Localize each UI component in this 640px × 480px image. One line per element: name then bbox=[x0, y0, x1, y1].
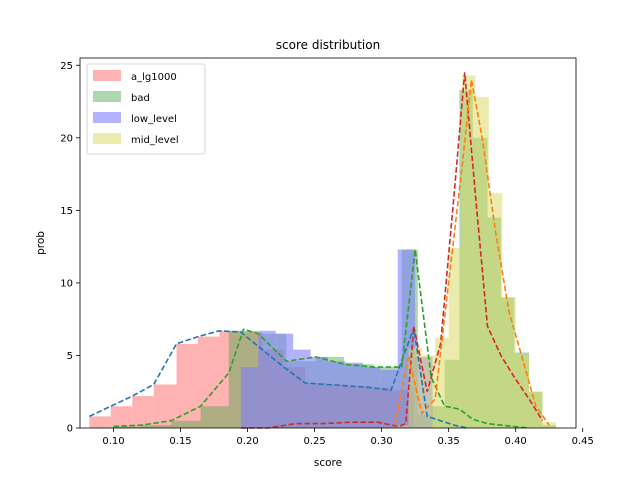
y-axis: 0 5 10 15 20 25 bbox=[60, 61, 80, 435]
bar-a_lg1000-2 bbox=[132, 396, 154, 428]
bar-low_level-1 bbox=[258, 330, 276, 428]
bar-a_lg1000-4 bbox=[176, 343, 198, 428]
y-tick-label-2: 10 bbox=[60, 278, 73, 289]
bar-bad-3 bbox=[200, 406, 229, 428]
x-tick-label-0: 0.10 bbox=[102, 436, 124, 447]
bar-low_level-8 bbox=[380, 369, 398, 428]
x-tick-label-5: 0.35 bbox=[438, 436, 460, 447]
bar-low_level-3 bbox=[293, 349, 311, 428]
legend-label-bad: bad bbox=[131, 93, 150, 104]
bar-mid_level-0 bbox=[395, 425, 409, 428]
x-tick-label-2: 0.20 bbox=[236, 436, 258, 447]
chart-title: score distribution bbox=[276, 38, 380, 52]
legend-box bbox=[86, 63, 206, 155]
legend-label-mid_level: mid_level bbox=[131, 135, 179, 146]
bar-a_lg1000-3 bbox=[153, 384, 177, 428]
legend-swatch-bad bbox=[93, 91, 121, 102]
bar-mid_level-8 bbox=[502, 297, 516, 428]
axes-frame bbox=[79, 57, 577, 429]
y-tick-label-0: 0 bbox=[67, 424, 73, 435]
legend-swatch-mid_level bbox=[93, 133, 121, 144]
density-curve-1 bbox=[113, 249, 530, 429]
bar-low_level-4 bbox=[310, 356, 328, 428]
x-tick-label-7: 0.45 bbox=[572, 436, 594, 447]
bar-a_lg1000-1 bbox=[110, 406, 133, 428]
x-axis: 0.10 0.15 0.20 0.25 0.30 0.35 0.40 0.45 bbox=[102, 428, 594, 447]
bar-mid_level-4 bbox=[448, 248, 463, 428]
legend-swatch-low_level bbox=[93, 112, 121, 123]
y-axis-label: prob bbox=[35, 231, 47, 255]
y-tick-label-3: 15 bbox=[60, 206, 73, 217]
y-tick-label-5: 25 bbox=[60, 61, 73, 72]
bar-mid_level-7 bbox=[488, 192, 503, 428]
bar-low_level-0 bbox=[240, 367, 259, 428]
bar-mid_level-9 bbox=[515, 355, 530, 428]
bar-bad-2 bbox=[171, 420, 201, 428]
density-curve-3 bbox=[394, 79, 550, 426]
bar-bad-1 bbox=[141, 425, 172, 428]
legend-label-low_level: low_level bbox=[131, 114, 177, 125]
y-tick-label-4: 20 bbox=[60, 133, 73, 144]
bar-a_lg1000-5 bbox=[197, 336, 220, 428]
x-tick-label-6: 0.40 bbox=[505, 436, 527, 447]
bar-low_level-7 bbox=[362, 367, 381, 428]
bar-a_lg1000-0 bbox=[89, 416, 111, 428]
bar-mid_level-3 bbox=[435, 338, 449, 428]
bar-low_level-6 bbox=[345, 362, 363, 428]
x-tick-label-3: 0.25 bbox=[303, 436, 325, 447]
legend-label-a_lg1000: a_lg1000 bbox=[131, 72, 177, 83]
bar-low_level-2 bbox=[275, 333, 294, 428]
density-curve-0 bbox=[89, 327, 468, 429]
x-tick-label-4: 0.30 bbox=[370, 436, 392, 447]
bar-mid_level-5 bbox=[462, 75, 476, 428]
x-tick-label-1: 0.15 bbox=[169, 436, 191, 447]
x-axis-label: score bbox=[314, 457, 342, 469]
legend-swatch-a_lg1000 bbox=[93, 70, 121, 81]
y-tick-label-1: 5 bbox=[67, 351, 73, 362]
curves-layer bbox=[89, 72, 550, 429]
density-curve-2 bbox=[240, 72, 544, 429]
bar-bad-0 bbox=[113, 426, 142, 428]
bar-low_level-5 bbox=[328, 361, 346, 428]
